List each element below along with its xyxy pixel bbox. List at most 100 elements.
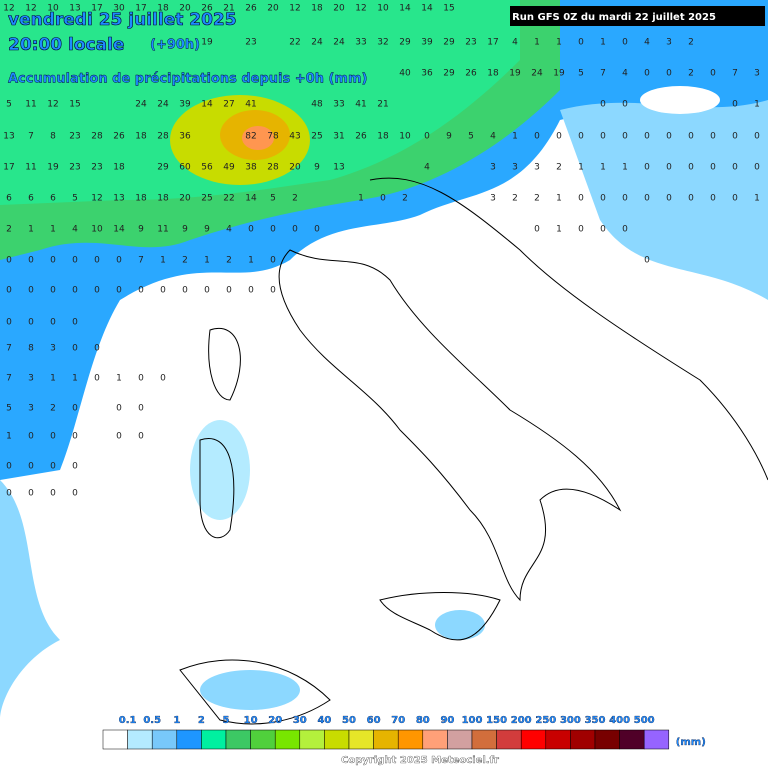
- grid-value: 0: [644, 132, 650, 142]
- grid-value: 20: [179, 194, 191, 204]
- grid-value: 4: [72, 225, 78, 235]
- grid-value: 0: [270, 286, 276, 296]
- grid-value: 26: [355, 132, 367, 142]
- grid-value: 1: [204, 256, 210, 266]
- grid-value: 29: [443, 38, 455, 48]
- grid-value: 14: [245, 194, 257, 204]
- grid-value: 21: [223, 4, 234, 14]
- grid-value: 0: [160, 286, 166, 296]
- grid-value: 26: [201, 4, 213, 14]
- grid-value: 0: [160, 374, 166, 384]
- grid-value: 2: [6, 225, 12, 235]
- grid-value: 1: [754, 100, 760, 110]
- legend-swatch: [299, 729, 325, 750]
- grid-value: 3: [28, 404, 34, 414]
- grid-value: 1: [28, 225, 34, 235]
- legend-label: 1: [173, 715, 180, 726]
- grid-value: 43: [289, 132, 300, 142]
- grid-value: 0: [50, 318, 56, 328]
- grid-value: 3: [28, 374, 34, 384]
- grid-value: 5: [6, 404, 12, 414]
- grid-value: 0: [28, 432, 34, 442]
- grid-value: 26: [465, 69, 477, 79]
- grid-value: 0: [732, 100, 738, 110]
- grid-value: 19: [553, 69, 565, 79]
- grid-value: 0: [600, 100, 606, 110]
- legend-swatch: [250, 729, 276, 750]
- grid-value: 12: [25, 4, 36, 14]
- grid-value: 4: [644, 38, 650, 48]
- grid-value: 18: [135, 194, 147, 204]
- grid-value: 78: [267, 132, 279, 142]
- grid-value: 4: [424, 163, 430, 173]
- grid-value: 0: [28, 462, 34, 472]
- grid-value: 0: [94, 256, 100, 266]
- grid-value: 56: [201, 163, 213, 173]
- legend-swatch: [373, 729, 399, 750]
- legend-label: 40: [317, 715, 331, 726]
- grid-value: 0: [138, 432, 144, 442]
- legend-label: 0.5: [143, 715, 161, 726]
- grid-value: 7: [138, 256, 144, 266]
- grid-value: 0: [292, 225, 298, 235]
- grid-value: 3: [512, 163, 518, 173]
- grid-value: 2: [402, 194, 408, 204]
- grid-value: 0: [534, 225, 540, 235]
- grid-value: 25: [201, 194, 212, 204]
- grid-value: 0: [50, 286, 56, 296]
- legend-label: 90: [440, 715, 454, 726]
- grid-value: 0: [270, 225, 276, 235]
- grid-value: 25: [311, 132, 322, 142]
- legend-label: 70: [391, 715, 405, 726]
- grid-value: 12: [47, 100, 58, 110]
- grid-value: 0: [138, 286, 144, 296]
- grid-value: 0: [226, 286, 232, 296]
- grid-value: 19: [509, 69, 521, 79]
- grid-value: 0: [72, 286, 78, 296]
- grid-value: 0: [622, 225, 628, 235]
- grid-value: 0: [732, 194, 738, 204]
- grid-value: 0: [688, 194, 694, 204]
- grid-value: 30: [113, 4, 125, 14]
- grid-value: 0: [688, 163, 694, 173]
- legend-label: 30: [293, 715, 307, 726]
- grid-value: 0: [666, 163, 672, 173]
- grid-value: 23: [91, 163, 102, 173]
- grid-value: 2: [50, 404, 56, 414]
- grid-value: 24: [135, 100, 147, 110]
- grid-value: 1: [754, 194, 760, 204]
- grid-value: 2: [534, 194, 540, 204]
- grid-value: 13: [113, 194, 124, 204]
- legend-swatch: [127, 729, 153, 750]
- grid-value: 9: [446, 132, 452, 142]
- grid-value: 0: [600, 225, 606, 235]
- grid-value: 0: [666, 132, 672, 142]
- grid-value: 4: [490, 132, 496, 142]
- grid-value: 10: [377, 4, 389, 14]
- legend-label: 500: [634, 715, 655, 726]
- legend-label: 200: [511, 715, 532, 726]
- grid-value: 18: [377, 132, 389, 142]
- grid-value: 2: [688, 38, 694, 48]
- grid-value: 5: [72, 194, 78, 204]
- grid-value: 0: [666, 194, 672, 204]
- grid-value: 10: [91, 225, 103, 235]
- grid-value: 0: [6, 462, 12, 472]
- grid-value: 23: [245, 38, 256, 48]
- grid-value: 39: [421, 38, 433, 48]
- grid-value: 12: [289, 4, 300, 14]
- grid-value: 24: [311, 38, 323, 48]
- grid-value: 0: [94, 286, 100, 296]
- grid-value: 17: [487, 38, 498, 48]
- grid-value: 0: [28, 286, 34, 296]
- grid-value: 0: [6, 256, 12, 266]
- grid-value: 1: [534, 38, 540, 48]
- grid-value: 0: [94, 374, 100, 384]
- grid-value: 12: [355, 4, 366, 14]
- legend-swatch: [594, 729, 620, 750]
- grid-value: 4: [512, 38, 518, 48]
- grid-value: 26: [245, 4, 257, 14]
- grid-value: 0: [182, 286, 188, 296]
- legend-swatch: [348, 729, 374, 750]
- grid-value: 31: [333, 132, 344, 142]
